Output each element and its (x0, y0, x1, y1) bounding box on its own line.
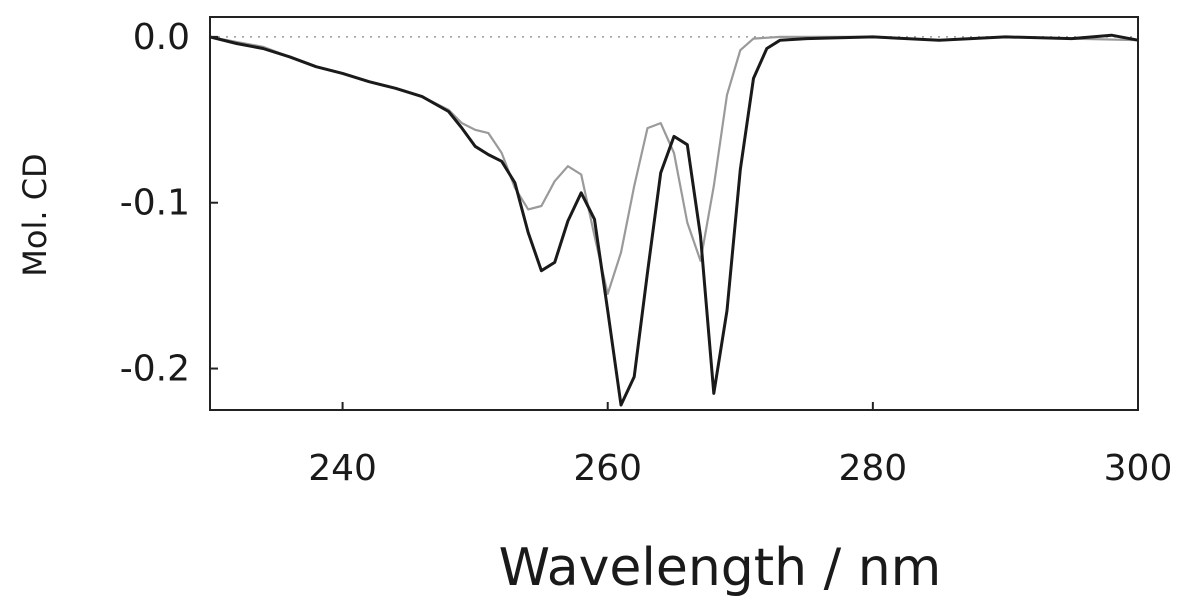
series-line-1 (209, 33, 1139, 407)
y-axis-title: Mol. CD (16, 153, 54, 276)
x-tick-label: 300 (1104, 448, 1173, 489)
y-axis-ticks: 0.0 -0.1 -0.2 (120, 17, 218, 390)
x-tick-label: 280 (838, 448, 907, 489)
x-tick-label: 240 (308, 448, 377, 489)
y-tick-label: -0.2 (120, 349, 190, 390)
series-layer (209, 33, 1139, 407)
y-tick-label: -0.1 (120, 183, 190, 224)
x-tick-label: 260 (573, 448, 642, 489)
y-tick-label: 0.0 (133, 17, 190, 58)
plot-area (209, 16, 1139, 411)
plot-frame (209, 16, 1139, 411)
x-axis-ticks: 240 260 280 300 (308, 402, 1172, 489)
x-axis-title: Wavelength / nm (499, 538, 942, 598)
